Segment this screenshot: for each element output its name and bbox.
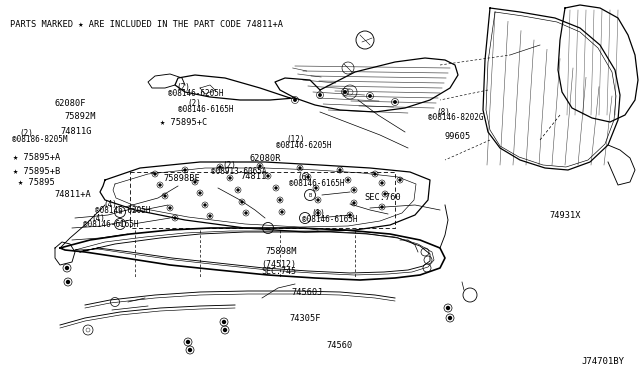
Circle shape <box>347 179 349 181</box>
Circle shape <box>223 321 225 324</box>
Text: 74560J: 74560J <box>291 288 323 297</box>
Text: 75898BE: 75898BE <box>163 174 200 183</box>
Text: (6): (6) <box>298 173 312 182</box>
Text: J74701BY: J74701BY <box>581 357 624 366</box>
Circle shape <box>223 328 227 331</box>
Text: (2): (2) <box>177 83 191 92</box>
Circle shape <box>281 211 283 213</box>
Circle shape <box>279 199 281 201</box>
Text: (2): (2) <box>19 129 33 138</box>
Circle shape <box>154 173 156 175</box>
Circle shape <box>307 176 309 178</box>
Circle shape <box>319 94 321 96</box>
Text: B: B <box>118 221 122 227</box>
Circle shape <box>219 166 221 168</box>
Circle shape <box>384 193 386 195</box>
Text: ★ 75895: ★ 75895 <box>18 178 54 187</box>
Text: ®08146-8202G: ®08146-8202G <box>428 113 483 122</box>
Circle shape <box>241 201 243 203</box>
Circle shape <box>317 199 319 201</box>
Circle shape <box>275 187 277 189</box>
Text: 99605: 99605 <box>445 132 471 141</box>
Circle shape <box>184 169 186 171</box>
Circle shape <box>299 167 301 169</box>
Text: B: B <box>118 209 122 215</box>
Text: B: B <box>308 192 312 198</box>
Text: (2): (2) <box>223 161 237 170</box>
Circle shape <box>349 214 351 216</box>
Circle shape <box>189 349 191 352</box>
Text: SEC.760: SEC.760 <box>365 193 401 202</box>
Circle shape <box>209 215 211 217</box>
Text: ★ 75895+A: ★ 75895+A <box>13 153 60 162</box>
Circle shape <box>294 99 296 101</box>
Text: (1): (1) <box>312 209 326 218</box>
Text: 74931X: 74931X <box>549 211 580 220</box>
Text: 62080R: 62080R <box>250 154 281 163</box>
Circle shape <box>159 184 161 186</box>
Text: 74560: 74560 <box>326 341 353 350</box>
Text: ®08186-8205M: ®08186-8205M <box>12 135 67 144</box>
Text: 74811G: 74811G <box>61 127 92 136</box>
Circle shape <box>164 195 166 197</box>
Circle shape <box>394 101 396 103</box>
Circle shape <box>245 212 247 214</box>
Text: 74305F: 74305F <box>289 314 321 323</box>
Circle shape <box>374 173 376 175</box>
Text: SEC.745: SEC.745 <box>261 267 296 276</box>
Circle shape <box>317 212 319 214</box>
Text: ★ 75895+B: ★ 75895+B <box>13 167 60 176</box>
Text: ®08146-6205H: ®08146-6205H <box>276 141 332 150</box>
Text: ®08146-6165H: ®08146-6165H <box>178 105 234 114</box>
Text: ®08146-6165H: ®08146-6165H <box>302 215 358 224</box>
Circle shape <box>186 340 189 343</box>
Circle shape <box>204 204 206 206</box>
Circle shape <box>381 206 383 208</box>
Text: (4): (4) <box>104 200 118 209</box>
Text: 75892M: 75892M <box>64 112 95 121</box>
Circle shape <box>194 181 196 183</box>
Text: 75898M: 75898M <box>266 247 297 256</box>
Text: 74811+A: 74811+A <box>54 190 91 199</box>
Text: ®08146-6205H: ®08146-6205H <box>168 89 223 97</box>
Circle shape <box>267 175 269 177</box>
Circle shape <box>353 189 355 191</box>
Circle shape <box>259 165 261 167</box>
Circle shape <box>339 169 341 171</box>
Circle shape <box>67 280 70 283</box>
Text: PARTS MARKED ★ ARE INCLUDED IN THE PART CODE 74811+A: PARTS MARKED ★ ARE INCLUDED IN THE PART … <box>10 20 284 29</box>
Circle shape <box>344 91 346 93</box>
Text: ®08146-6165H: ®08146-6165H <box>83 220 139 229</box>
Text: 62080F: 62080F <box>54 99 86 108</box>
Text: ®08146-6205H: ®08146-6205H <box>95 206 150 215</box>
Circle shape <box>174 217 176 219</box>
Text: ®08146-6165H: ®08146-6165H <box>289 179 345 187</box>
Circle shape <box>381 182 383 184</box>
Text: (4): (4) <box>92 214 106 223</box>
Text: (2): (2) <box>188 99 202 108</box>
Circle shape <box>169 207 171 209</box>
Text: (12): (12) <box>286 135 305 144</box>
Circle shape <box>237 189 239 191</box>
Circle shape <box>199 192 201 194</box>
Text: 74811: 74811 <box>240 172 266 181</box>
Circle shape <box>353 202 355 204</box>
Circle shape <box>447 307 449 310</box>
Text: ★ 75895+C: ★ 75895+C <box>160 118 207 127</box>
Circle shape <box>449 317 451 320</box>
Circle shape <box>65 266 68 269</box>
Circle shape <box>229 177 231 179</box>
Circle shape <box>315 187 317 189</box>
Circle shape <box>399 179 401 181</box>
Text: ®08913-6065A: ®08913-6065A <box>211 167 267 176</box>
Text: (74512): (74512) <box>261 260 296 269</box>
Text: (8): (8) <box>436 108 451 116</box>
Circle shape <box>369 95 371 97</box>
